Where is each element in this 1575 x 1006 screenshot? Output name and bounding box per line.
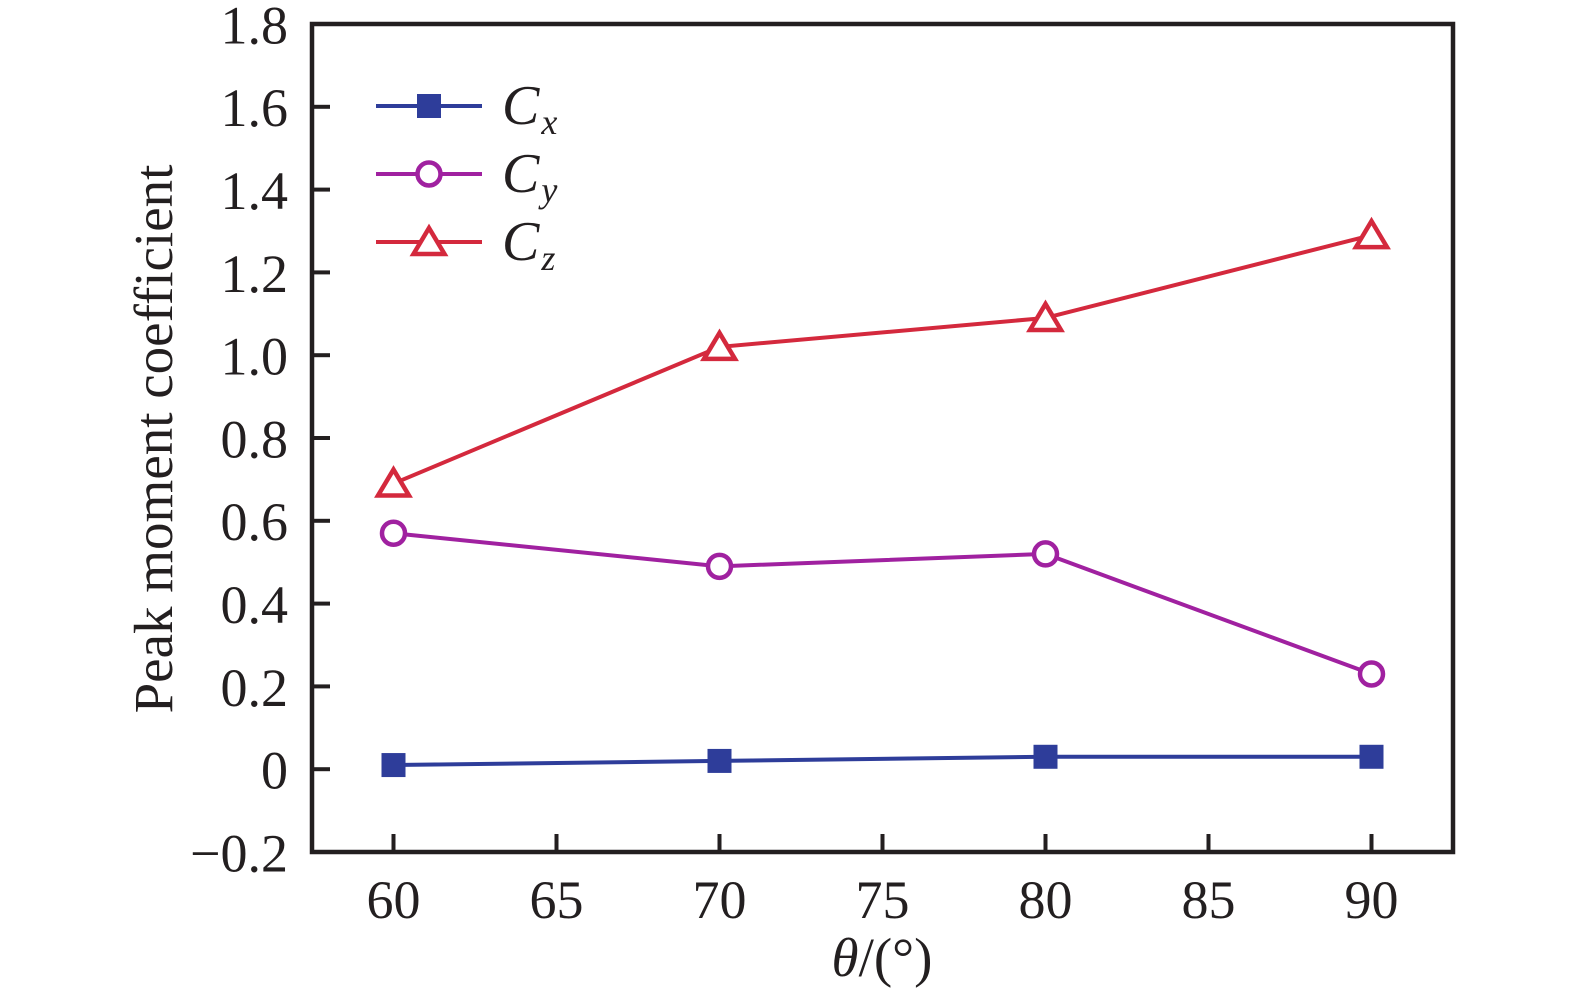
y-tick-label: 1.8 — [221, 0, 289, 55]
x-tick-label: 90 — [1345, 870, 1399, 930]
y-tick-label: 1.2 — [221, 244, 289, 304]
x-axis-title-symbol: θ — [831, 927, 859, 988]
marker-Cy-3 — [1357, 660, 1386, 688]
marker-Cz-3 — [1352, 216, 1391, 250]
y-tick-label: −0.2 — [190, 823, 288, 883]
x-axis-title-units: /(°) — [858, 927, 933, 988]
legend-item-Cz: Cz — [376, 208, 557, 276]
legend-Cx-marker — [417, 94, 441, 118]
x-axis-title: θ/(°) — [582, 922, 1182, 994]
y-tick-label: 0 — [261, 741, 288, 801]
marker-Cx-1 — [707, 748, 732, 773]
legend-Cy-marker — [415, 160, 443, 188]
x-tick-label: 75 — [856, 870, 910, 930]
y-axis-title: Peak moment coefficient — [123, 164, 184, 714]
legend-label-Cx: Cx — [502, 75, 557, 140]
marker-Cz-1 — [700, 328, 739, 362]
legend: Cx Cy Cz — [376, 72, 557, 276]
plot-border — [309, 21, 1456, 855]
series-line-Cy — [393, 531, 1373, 676]
x-tick-label: 65 — [530, 870, 584, 930]
legend-label-base: C — [502, 75, 540, 137]
marker-Cz-2 — [1026, 299, 1065, 333]
y-tick-label: 1.4 — [221, 161, 289, 221]
marker-Cx-0 — [381, 753, 406, 778]
series-line-Cz — [392, 233, 1372, 486]
legend-Cx-marker-icon — [376, 94, 482, 118]
legend-Cz-marker — [409, 223, 449, 257]
marker-Cy-1 — [705, 552, 734, 581]
legend-label-subscript: z — [541, 238, 556, 279]
legend-Cy-marker-icon — [376, 160, 482, 188]
legend-Cz-marker-icon — [376, 223, 482, 257]
marker-Cx-2 — [1033, 744, 1058, 769]
marker-Cx-3 — [1359, 744, 1384, 769]
y-tick-label: 1.0 — [221, 327, 289, 387]
legend-label-subscript: x — [541, 102, 558, 143]
y-tick-label: 0.4 — [221, 575, 289, 635]
x-tick-label: 80 — [1019, 870, 1073, 930]
marker-Cz-0 — [374, 465, 413, 498]
legend-label-Cz: Cz — [502, 211, 555, 276]
y-tick-label: 0.8 — [221, 409, 289, 469]
legend-label-Cy: Cy — [502, 143, 557, 208]
legend-item-Cy: Cy — [376, 140, 557, 208]
legend-label-base: C — [502, 143, 540, 205]
marker-Cy-2 — [1031, 540, 1060, 568]
y-tick-label: 0.6 — [221, 492, 289, 552]
legend-item-Cx: Cx — [376, 72, 557, 140]
x-tick-label: 60 — [367, 870, 421, 930]
marker-Cy-0 — [379, 519, 408, 547]
y-tick-label: 1.6 — [221, 78, 289, 138]
x-tick-label: 85 — [1182, 870, 1236, 930]
legend-label-subscript: y — [541, 170, 558, 211]
series-line-Cx — [393, 754, 1372, 768]
y-tick-label: 0.2 — [221, 658, 289, 718]
x-tick-label: 70 — [693, 870, 747, 930]
legend-label-base: C — [502, 211, 540, 273]
